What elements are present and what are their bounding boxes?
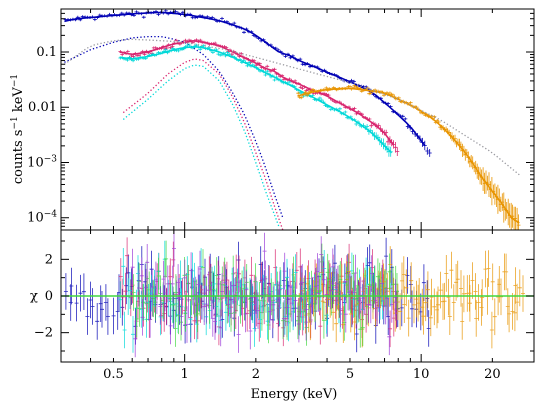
data-series-4 xyxy=(118,43,393,157)
y-axis-title-bottom: χ xyxy=(30,289,38,304)
y-ticks-top xyxy=(61,12,534,231)
y-axis-title-top: counts s−1 keV−1 xyxy=(10,74,26,184)
y-tick-label-bottom: 0 xyxy=(45,289,53,304)
model-line-2 xyxy=(119,39,395,146)
x-axis-title: Energy (keV) xyxy=(251,387,338,402)
y-tick-label-top: 0.1 xyxy=(36,45,57,60)
data-points-2 xyxy=(118,38,400,156)
x-tick-label: 2 xyxy=(252,367,260,382)
x-tick-label: 0.5 xyxy=(103,367,124,382)
model-line-4 xyxy=(119,46,393,154)
residual-plot-area xyxy=(63,230,525,358)
y-tick-label-top: 10−3 xyxy=(27,154,57,170)
spectrum-panel: 0.1 0.01 10−3 10−4 xyxy=(27,8,535,231)
x-ticks xyxy=(60,9,535,362)
y-tick-label-top: 0.01 xyxy=(28,100,57,115)
model-curve-1 xyxy=(64,35,284,218)
y-tick-label-bottom: −2 xyxy=(34,326,53,341)
residual-series-5 xyxy=(130,230,398,358)
spectrum-plot-area xyxy=(63,9,521,230)
x-tick-label: 1 xyxy=(181,367,189,382)
x-tick-label: 10 xyxy=(413,367,430,382)
data-series-6 xyxy=(296,84,521,230)
x-tick-label: 5 xyxy=(346,367,354,382)
model-line-6 xyxy=(297,87,520,224)
y-tick-label-top: 10−4 xyxy=(27,210,57,226)
residual-points-5 xyxy=(130,230,398,358)
x-tick-label: 20 xyxy=(484,367,501,382)
data-series-2 xyxy=(118,38,400,156)
y-ticks-bottom xyxy=(61,240,534,352)
model-curve-3 xyxy=(122,58,284,230)
y-tick-label-bottom: 2 xyxy=(45,252,53,267)
spectrum-frame xyxy=(60,8,535,231)
model-curve-5 xyxy=(122,64,280,227)
